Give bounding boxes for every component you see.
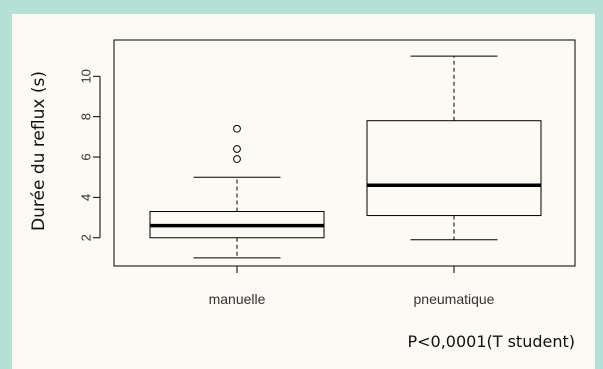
chart-panel: 2 4 6 8 10 manuelle pneumatique Durée du refl…	[12, 14, 595, 369]
outlier-point	[233, 124, 241, 133]
iqr-box	[366, 120, 542, 217]
y-tick-label: 10	[79, 69, 94, 83]
y-tick-label: 2	[79, 234, 94, 241]
y-tick-label: 4	[79, 194, 94, 201]
y-axis: 2 4 6 8 10	[79, 69, 101, 241]
p-value-annotation: P<0,0001(T student)	[407, 332, 575, 351]
plot-area	[113, 39, 576, 267]
outlier-point	[233, 145, 241, 153]
boxplot-chart: 2 4 6 8 10 manuelle pneumatique Durée du refl…	[29, 39, 576, 351]
boxes-layer	[149, 55, 542, 259]
y-axis-label: Durée du reflux (s)	[29, 71, 49, 231]
outlier-point	[233, 155, 241, 163]
x-tick-label-pneumatique: pneumatique	[414, 291, 495, 307]
y-tick-label: 8	[79, 113, 94, 120]
x-tick-label-manuelle: manuelle	[209, 291, 266, 307]
box-pneumatique	[366, 55, 542, 241]
x-axis: manuelle pneumatique	[209, 265, 495, 307]
y-tick-label: 6	[79, 153, 94, 160]
box-manuelle	[149, 124, 325, 259]
